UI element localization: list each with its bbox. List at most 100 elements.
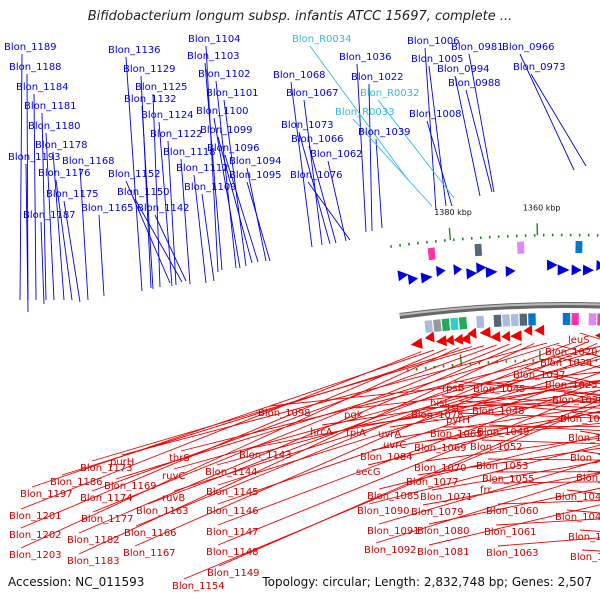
leader-line bbox=[213, 117, 241, 269]
reverse-gene-label: Blon_1053 bbox=[476, 461, 529, 472]
leader-line bbox=[91, 345, 485, 462]
reverse-gene-label: Blon_1092 bbox=[364, 545, 417, 556]
map-title: Bifidobacterium longum subsp. infantis A… bbox=[87, 9, 513, 24]
reverse-gene-label: Blon_1042 bbox=[555, 492, 600, 503]
cog-block bbox=[433, 319, 442, 332]
gene-labels: Blon_1189 Blon_1188 Blon_1184 Blon_1181 Blon… bbox=[4, 34, 600, 592]
forward-gene-label: Blon_1181 bbox=[24, 101, 77, 112]
reverse-gene-arrow bbox=[424, 331, 435, 343]
forward-gene-label: Blon_0994 bbox=[437, 64, 490, 75]
leader-line bbox=[458, 400, 600, 409]
forward-gene-arrow bbox=[485, 266, 498, 278]
reverse-gene-arrow bbox=[501, 330, 511, 342]
leader-line bbox=[468, 53, 495, 193]
leader-line bbox=[193, 174, 207, 284]
forward-gene-label: Blon_1005 bbox=[411, 54, 464, 65]
reverse-gene-arrow bbox=[445, 334, 455, 346]
forward-gene-label: Blon_1073 bbox=[281, 120, 334, 131]
leader-line bbox=[303, 99, 323, 246]
reverse-gene-label: uvrC bbox=[383, 440, 406, 451]
rna-gene-label: Blon_R0032 bbox=[360, 88, 420, 99]
leader-line bbox=[307, 181, 351, 241]
accession-text: Accession: NC_011593 bbox=[8, 575, 145, 589]
leader-line bbox=[484, 381, 600, 396]
leader-line bbox=[269, 371, 600, 407]
reverse-gene-label: Blon_1063 bbox=[486, 548, 539, 559]
leader-line bbox=[134, 342, 598, 547]
reverse-gene-label: Blon_1091 bbox=[367, 526, 420, 537]
label-leader-lines bbox=[19, 45, 600, 580]
tick-label: 1360 kbp bbox=[523, 203, 561, 212]
reverse-gene-label: Blon_1052 bbox=[470, 442, 523, 453]
forward-gene-arrow bbox=[407, 274, 419, 285]
reverse-gene-label: Blon_1174 bbox=[80, 493, 133, 504]
forward-gene-arrow bbox=[420, 272, 433, 284]
leader-line bbox=[457, 412, 600, 419]
forward-gene-label: Blon_1193 bbox=[8, 152, 61, 163]
reverse-gene-label: Blon_1203 bbox=[9, 550, 62, 561]
reverse-gene-label: Blon_1081 bbox=[417, 547, 470, 558]
forward-gene-label: Blon_1165 bbox=[81, 203, 134, 214]
reverse-gene-arrow bbox=[435, 335, 447, 347]
forward-gene-label: Blon_0966 bbox=[502, 42, 555, 53]
leader-line bbox=[454, 75, 481, 197]
forward-gene-label: Blon_1178 bbox=[35, 140, 88, 151]
leader-line bbox=[115, 342, 560, 480]
leader-line bbox=[217, 389, 600, 546]
forward-gene-label: Blon_1132 bbox=[124, 94, 177, 105]
reverse-gene-label: Blon_1055 bbox=[482, 474, 535, 485]
leader-line bbox=[180, 158, 191, 285]
reverse-gene-arrow bbox=[479, 326, 491, 338]
leader-line bbox=[19, 53, 23, 301]
leader-line bbox=[483, 403, 600, 414]
leader-line bbox=[453, 380, 600, 396]
forward-gene-label: Blon_1150 bbox=[117, 187, 170, 198]
reverse-gene-label: Blon_1061 bbox=[484, 527, 537, 538]
leader-line bbox=[217, 365, 600, 486]
leader-line bbox=[125, 56, 143, 292]
reverse-gene-label: hrcA bbox=[310, 427, 333, 438]
reverse-gene-label: Blon_1182 bbox=[67, 535, 120, 546]
leader-line bbox=[215, 80, 237, 269]
reverse-gene-label: Blon_1025 bbox=[545, 380, 598, 391]
forward-gene-label: Blon_1095 bbox=[229, 170, 282, 181]
reverse-gene-label: Blon_1071 bbox=[420, 492, 473, 503]
reverse-gene-label: pyrH bbox=[446, 415, 470, 426]
leader-line bbox=[201, 193, 215, 282]
reverse-gene-label: Blon_1043 bbox=[555, 512, 600, 523]
reverse-gene-arrow bbox=[453, 333, 464, 345]
leader-line bbox=[25, 163, 29, 313]
leader-line bbox=[487, 458, 600, 461]
forward-gene-label: Blon_1129 bbox=[123, 64, 176, 75]
reverse-gene-label: purH bbox=[110, 457, 134, 468]
reverse-gene-label: Blon_1069 bbox=[414, 443, 467, 454]
reverse-gene-label: Blon_1183 bbox=[67, 556, 120, 567]
reverse-gene-label: thrS bbox=[169, 453, 190, 464]
forward-gene-label: Blon_1068 bbox=[273, 70, 326, 81]
forward-gene-arrow bbox=[596, 259, 600, 271]
reverse-gene-label: pgk bbox=[344, 410, 363, 421]
forward-gene-arrow bbox=[505, 265, 516, 277]
leader-line bbox=[352, 118, 433, 207]
leader-line bbox=[424, 47, 437, 211]
leader-line bbox=[31, 349, 435, 488]
leader-line bbox=[41, 112, 47, 301]
reverse-gene-label: uvrA bbox=[378, 429, 401, 440]
leader-line bbox=[204, 62, 223, 271]
reverse-gene-label: Blon_1173 bbox=[80, 463, 133, 474]
leader-line bbox=[298, 131, 331, 245]
cog-block bbox=[458, 316, 468, 330]
reverse-gene-label: rpsB bbox=[442, 383, 465, 394]
leader-line bbox=[173, 350, 600, 470]
forward-gene-label: Blon_1006 bbox=[407, 36, 460, 47]
reverse-gene-label: Blon_1024 bbox=[540, 358, 593, 369]
leader-line bbox=[217, 372, 600, 505]
reverse-gene-label: ruvC bbox=[162, 471, 185, 482]
leader-line bbox=[465, 89, 493, 193]
reverse-gene-label: Blon_1163 bbox=[136, 506, 189, 517]
forward-gene-label: Blon_1103 bbox=[187, 51, 240, 62]
forward-gene-label: Blon_0981 bbox=[451, 42, 504, 53]
reverse-gene-label: Blon_1144 bbox=[205, 467, 258, 478]
